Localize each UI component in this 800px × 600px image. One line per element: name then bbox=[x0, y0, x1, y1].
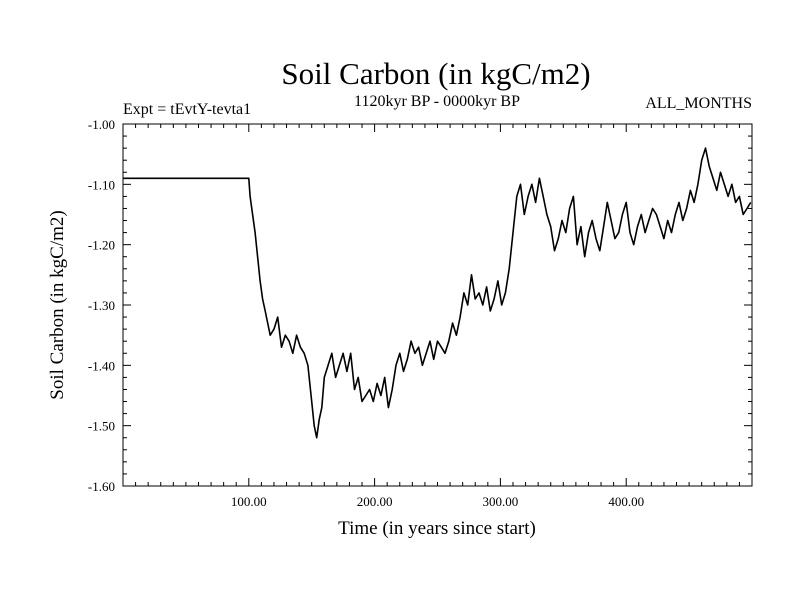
chart-title: Soil Carbon (in kgC/m2) bbox=[281, 56, 590, 91]
y-tick-label: -1.50 bbox=[88, 419, 115, 434]
x-axis-label: Time (in years since start) bbox=[338, 518, 536, 539]
x-tick-label: 400.00 bbox=[608, 494, 644, 509]
x-tick-label: 300.00 bbox=[483, 494, 519, 509]
y-tick-label: -1.20 bbox=[88, 238, 115, 253]
experiment-label: Expt = tEvtY-tevta1 bbox=[123, 101, 251, 118]
time-range-label: 1120kyr BP - 0000kyr BP bbox=[354, 93, 520, 110]
y-tick-label: -1.10 bbox=[88, 177, 115, 192]
series-lines bbox=[123, 147, 752, 439]
plot-frame bbox=[122, 123, 753, 487]
y-tick-label: -1.40 bbox=[88, 358, 115, 373]
months-label: ALL_MONTHS bbox=[645, 95, 752, 112]
x-tick-label: 100.00 bbox=[231, 494, 267, 509]
y-tick-label: -1.00 bbox=[88, 117, 115, 132]
tick-labels: 100.00 200.00 300.00 400.00 -1.00 -1.10 -1.20 -… bbox=[88, 117, 644, 509]
y-tick-label: -1.30 bbox=[88, 298, 115, 313]
series-line bbox=[123, 147, 752, 439]
x-tick-label: 200.00 bbox=[357, 494, 393, 509]
y-axis-label: Soil Carbon (in kgC/m2) bbox=[47, 210, 68, 399]
axis-ticks bbox=[123, 124, 752, 486]
y-tick-label: -1.60 bbox=[88, 479, 115, 494]
